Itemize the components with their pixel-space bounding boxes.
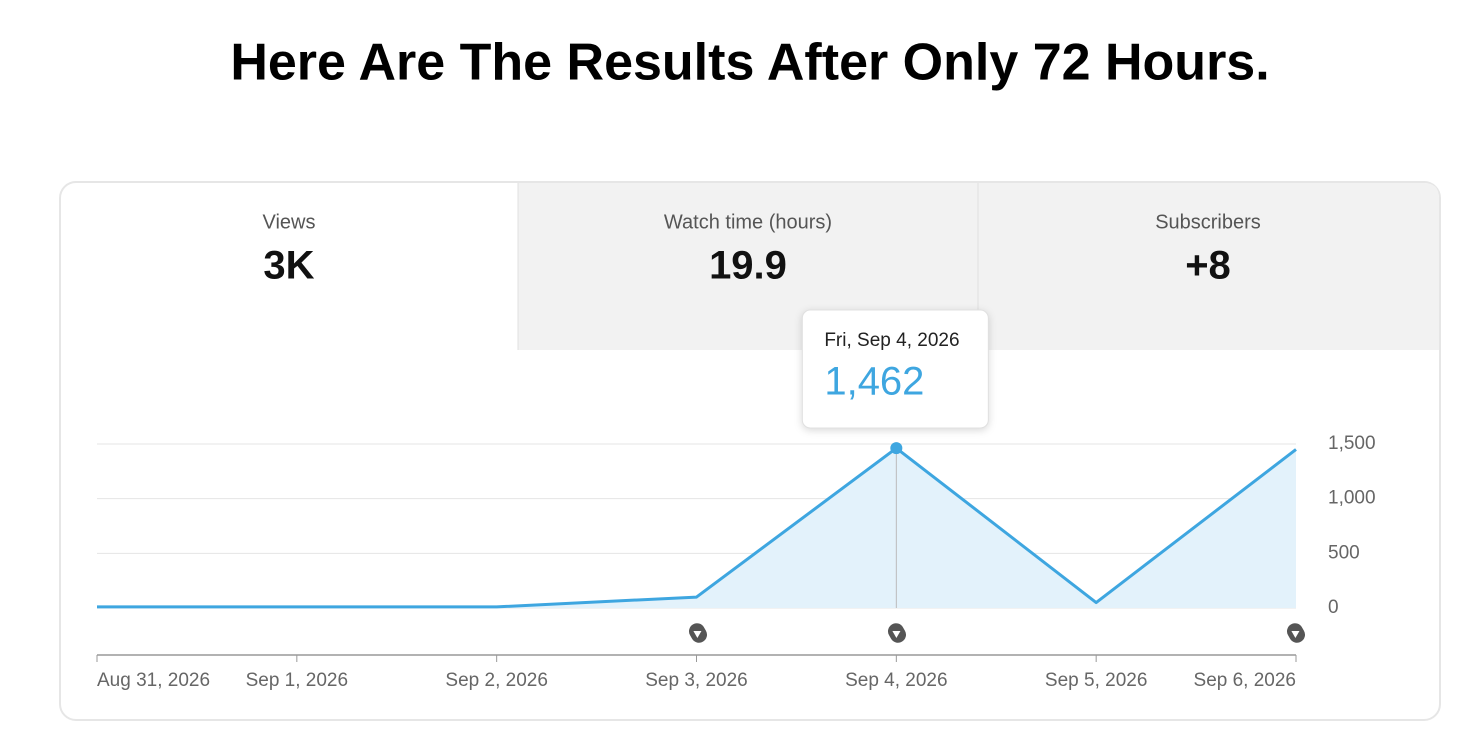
x-tick-label: Sep 5, 2026 — [1045, 670, 1147, 691]
tooltip-value: 1,462 — [824, 360, 924, 404]
x-tick-label: Sep 1, 2026 — [246, 670, 348, 691]
y-tick-label: 1,000 — [1328, 488, 1376, 509]
metric-value: 3K — [263, 244, 314, 288]
shorts-icon-play — [892, 631, 901, 638]
line-series — [97, 446, 1297, 609]
shorts-icon-play — [693, 631, 702, 638]
page-title: Here Are The Results After Only 72 Hours… — [230, 34, 1269, 92]
y-tick-label: 1,500 — [1328, 433, 1376, 454]
y-tick-label: 500 — [1328, 542, 1360, 563]
point — [890, 442, 903, 455]
x-tick-label: Aug 31, 2026 — [97, 670, 210, 691]
tooltip-date: Fri, Sep 4, 2026 — [824, 330, 959, 351]
x-tick-label: Sep 4, 2026 — [845, 670, 947, 691]
metric-label: Watch time (hours) — [664, 211, 832, 233]
y-tick-label: 0 — [1328, 597, 1339, 618]
metric-value: 19.9 — [709, 244, 787, 288]
metric-label: Subscribers — [1155, 211, 1261, 233]
x-tick-label: Sep 2, 2026 — [445, 670, 547, 691]
metric-value: +8 — [1185, 244, 1231, 288]
metric-tab[interactable]: Watch time (hours) 19.9 — [664, 211, 832, 287]
metric-tab[interactable]: Subscribers +8 — [1155, 211, 1261, 287]
shorts-icons — [689, 623, 1305, 643]
x-tick-label: Sep 3, 2026 — [645, 670, 747, 691]
tooltip — [801, 309, 989, 429]
area-fill — [97, 448, 1296, 608]
x-tick-label: Sep 6, 2026 — [1194, 670, 1296, 691]
metric-tab[interactable]: Views 3K — [263, 211, 316, 287]
shorts-icon-play — [1291, 631, 1300, 638]
metric-label: Views — [263, 211, 316, 233]
